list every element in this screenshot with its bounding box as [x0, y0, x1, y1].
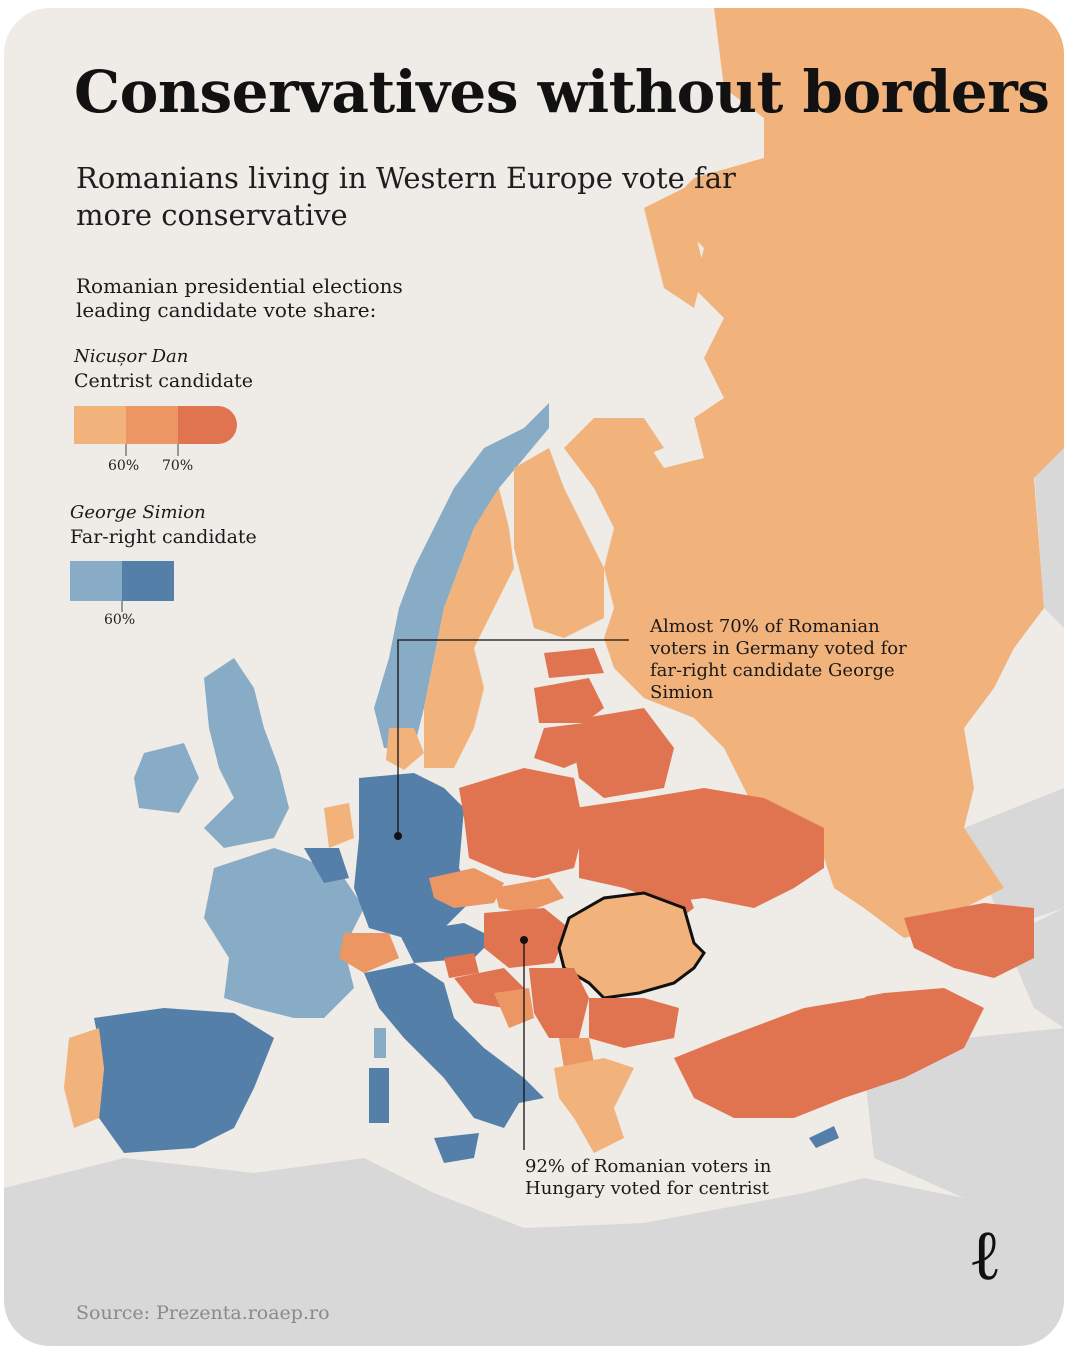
publisher-logo: ℓ	[972, 1213, 999, 1296]
belgium	[304, 848, 349, 883]
latvia	[534, 678, 604, 723]
black-sea	[704, 913, 904, 1018]
turkey	[674, 988, 984, 1118]
serbia	[529, 968, 589, 1038]
kola-peninsula	[564, 418, 664, 468]
sweden	[424, 488, 514, 768]
belarus	[574, 708, 674, 798]
norway	[374, 403, 549, 748]
germany-annotation-line	[394, 639, 629, 840]
germany-annotation: Almost 70% of Romanian voters in Germany…	[650, 616, 907, 703]
legend-simion-description: Far-right candidate	[70, 526, 257, 548]
finland	[514, 448, 604, 638]
france	[204, 848, 364, 1018]
legend-dan-description: Centrist candidate	[74, 370, 254, 392]
slovakia	[494, 878, 564, 913]
map-title: Conservatives without borders	[74, 58, 1050, 126]
united-kingdom	[204, 658, 289, 848]
legend-simion-name: George Simion	[70, 502, 206, 523]
legend-heading: Romanian presidential elections leading …	[76, 274, 403, 322]
legend-dan-tick-60: 60%	[108, 458, 140, 474]
novaya-zemlya	[644, 188, 704, 308]
denmark	[386, 728, 424, 770]
portugal	[64, 1028, 104, 1128]
ireland	[134, 743, 199, 813]
europe-map	[4, 8, 1064, 1346]
georgia-armenia	[904, 903, 1034, 978]
slovenia	[444, 953, 479, 978]
hungary-annotation: 92% of Romanian voters in Hungary voted …	[525, 1156, 772, 1199]
poland	[459, 768, 584, 878]
bosnia	[494, 988, 534, 1028]
legend-simion-bar	[70, 561, 174, 612]
source-credit: Source: Prezenta.roaep.ro	[76, 1302, 330, 1324]
legend-dan-bar	[74, 406, 237, 456]
russia	[564, 8, 1064, 938]
kazakhstan	[964, 788, 1064, 928]
corsica	[374, 1028, 386, 1058]
ukraine	[574, 788, 824, 908]
asia-northeast	[1034, 448, 1064, 628]
germany	[354, 773, 474, 938]
czechia	[429, 868, 504, 908]
bulgaria	[589, 998, 679, 1048]
legend-dan-tick-70: 70%	[162, 458, 194, 474]
sicily	[434, 1133, 479, 1163]
switzerland	[339, 933, 399, 973]
cyprus	[809, 1126, 839, 1148]
austria	[399, 923, 494, 963]
legend-simion-tick-60: 60%	[104, 612, 136, 628]
estonia	[544, 648, 604, 678]
spain	[94, 1008, 274, 1153]
north-macedonia	[559, 1038, 594, 1068]
italy	[364, 963, 544, 1128]
north-africa	[4, 1158, 1064, 1346]
legend-dan-name: Nicușor Dan	[74, 346, 189, 367]
sardinia	[369, 1068, 389, 1123]
greece	[554, 1058, 634, 1153]
netherlands	[324, 803, 354, 848]
hungary-annotation-line	[520, 936, 528, 1150]
map-subtitle: Romanians living in Western Europe vote …	[76, 161, 736, 232]
map-card: Conservatives without borders Romanians …	[4, 8, 1064, 1346]
